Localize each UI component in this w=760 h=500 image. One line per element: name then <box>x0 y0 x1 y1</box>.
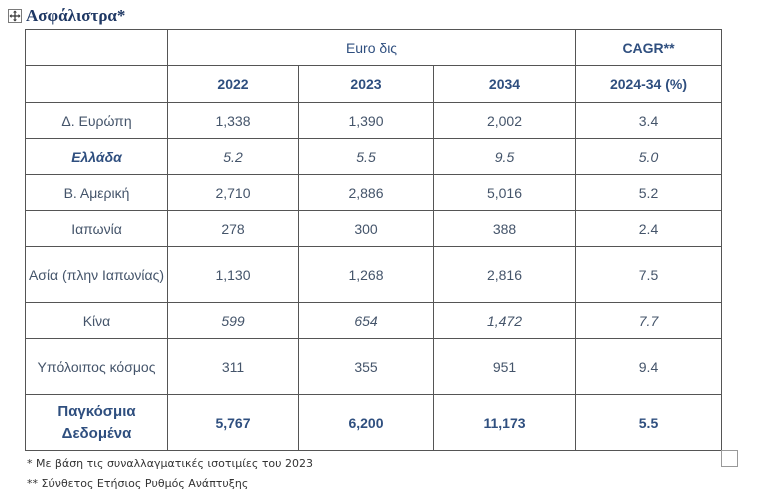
table-row: Ιαπωνία 278 300 388 2.4 <box>25 210 722 247</box>
cell-2023: 2,886 <box>298 174 434 211</box>
row-label: Υπόλοιπος κόσμος <box>25 338 168 395</box>
cell-2022: 278 <box>167 210 299 247</box>
row-label: Ελλάδα <box>25 138 168 175</box>
cell-2022: 2,710 <box>167 174 299 211</box>
footnote-exchange-rates: * Με βάση τις συναλλαγματικές ισοτιμίες … <box>27 457 314 470</box>
cell-2023: 355 <box>298 338 434 395</box>
cell-2034: 11,173 <box>433 394 576 451</box>
year-header-2022: 2022 <box>167 65 299 103</box>
cell-2034: 2,816 <box>433 246 576 303</box>
cell-2023: 1,268 <box>298 246 434 303</box>
cell-2023: 5.5 <box>298 138 434 175</box>
cagr-header: CAGR** <box>575 29 722 66</box>
table-row: Β. Αμερική 2,710 2,886 5,016 5.2 <box>25 174 722 211</box>
cell-cagr: 5.2 <box>575 174 722 211</box>
cell-cagr: 5.5 <box>575 394 722 451</box>
cell-2022: 311 <box>167 338 299 395</box>
page-title: Ασφάλιστρα* <box>26 6 126 25</box>
year-header-2023: 2023 <box>298 65 434 103</box>
year-header-2034: 2034 <box>433 65 576 103</box>
footnote-cagr-definition: ** Σύνθετος Ετήσιος Ρυθμός Ανάπτυξης <box>27 477 249 490</box>
table-row: Ελλάδα 5.2 5.5 9.5 5.0 <box>25 138 722 175</box>
cell-2023: 6,200 <box>298 394 434 451</box>
cell-2023: 654 <box>298 302 434 339</box>
cell-2034: 388 <box>433 210 576 247</box>
cell-2034: 951 <box>433 338 576 395</box>
table-year-header-row: 2022 2023 2034 2024-34 (%) <box>25 65 722 103</box>
insurance-premiums-table: Euro δις CAGR** 2022 2023 2034 2024-34 (… <box>25 29 722 451</box>
cell-2034: 1,472 <box>433 302 576 339</box>
empty-corner-cell <box>25 29 168 66</box>
cell-2022: 1,130 <box>167 246 299 303</box>
table-row: Κίνα 599 654 1,472 7.7 <box>25 302 722 339</box>
table-row: Ασία (πλην Ιαπωνίας) 1,130 1,268 2,816 7… <box>25 246 722 303</box>
row-label: Ασία (πλην Ιαπωνίας) <box>25 246 168 303</box>
cagr-period-header: 2024-34 (%) <box>575 65 722 103</box>
cell-2023: 300 <box>298 210 434 247</box>
row-label: Ιαπωνία <box>25 210 168 247</box>
cell-2034: 2,002 <box>433 102 576 139</box>
cell-2034: 9.5 <box>433 138 576 175</box>
cell-cagr: 9.4 <box>575 338 722 395</box>
cell-2034: 5,016 <box>433 174 576 211</box>
row-label: Β. Αμερική <box>25 174 168 211</box>
cell-cagr: 7.7 <box>575 302 722 339</box>
cell-2022: 599 <box>167 302 299 339</box>
table-group-header-row: Euro δις CAGR** <box>25 29 722 66</box>
cell-2022: 1,338 <box>167 102 299 139</box>
euro-group-header: Euro δις <box>167 29 576 66</box>
table-resize-handle-icon[interactable] <box>721 450 738 467</box>
cell-cagr: 5.0 <box>575 138 722 175</box>
cell-cagr: 3.4 <box>575 102 722 139</box>
cell-2022: 5,767 <box>167 394 299 451</box>
cell-2023: 1,390 <box>298 102 434 139</box>
table-row: Δ. Ευρώπη 1,338 1,390 2,002 3.4 <box>25 102 722 139</box>
cell-cagr: 2.4 <box>575 210 722 247</box>
cell-2022: 5.2 <box>167 138 299 175</box>
table-move-handle-icon[interactable] <box>8 9 22 23</box>
cell-cagr: 7.5 <box>575 246 722 303</box>
row-label: Κίνα <box>25 302 168 339</box>
row-label: Δ. Ευρώπη <box>25 102 168 139</box>
table-total-row: Παγκόσμια Δεδομένα 5,767 6,200 11,173 5.… <box>25 394 722 451</box>
table-row: Υπόλοιπος κόσμος 311 355 951 9.4 <box>25 338 722 395</box>
empty-label-header <box>25 65 168 103</box>
row-label: Παγκόσμια Δεδομένα <box>25 394 168 451</box>
